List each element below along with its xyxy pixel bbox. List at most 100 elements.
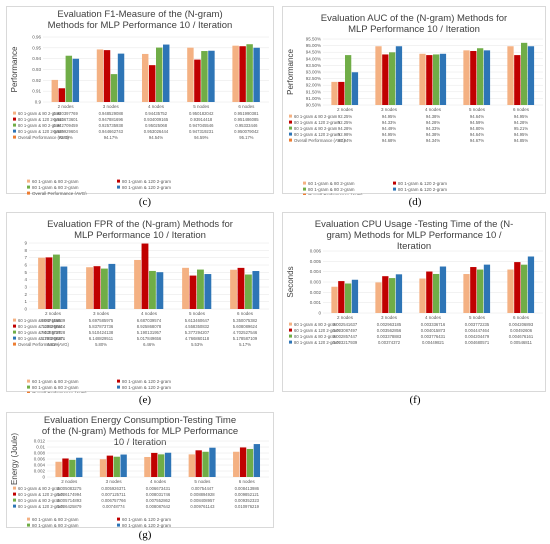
table-cell: 0.007552862 — [146, 498, 171, 503]
bar — [202, 451, 209, 477]
legend-label: 80 1-gram & 80 2-gram — [32, 523, 79, 528]
chart-svg: 90.50% 91.00% 91.50%92.00% 92.50%93.00% 93.5… — [286, 37, 543, 195]
table-series-name: Overall Performance (AVG) — [18, 342, 69, 347]
bar — [483, 50, 491, 105]
y-tick-label: 92.00% — [306, 83, 321, 88]
y-tick-label: 0.001 — [310, 300, 322, 305]
bar — [433, 54, 440, 105]
y-tick-label: 0.006 — [310, 249, 322, 254]
bar — [103, 50, 111, 102]
bar — [331, 81, 338, 105]
table-cell: 0.00449821 — [422, 340, 445, 345]
legend-label: Overall Performance (AVG) — [32, 391, 87, 393]
table-cell: 0.95025068 — [145, 123, 168, 128]
legend-swatch — [27, 391, 30, 393]
bar — [477, 48, 484, 105]
table-series-name: 80 1-gram & 120 2-gram — [294, 132, 340, 137]
bar — [338, 81, 345, 105]
y-tick-label: 0.005 — [310, 259, 322, 264]
y-tick-label: 94.00% — [306, 56, 321, 61]
table-series-name: Overall Performance (AVG) — [18, 135, 69, 140]
bar — [195, 450, 202, 477]
table-series-name: 80 1-gram & 80 2-gram — [18, 330, 62, 335]
table-cell: 0.010976219 — [235, 504, 260, 509]
table-cell: 5.697585975 — [89, 318, 114, 323]
legend-swatch — [303, 193, 306, 195]
table-cell: 0.951990381 — [234, 111, 259, 116]
y-tick-label: 0.94 — [32, 56, 41, 61]
y-tick-label: 8 — [24, 248, 27, 253]
x-tick-label: 4 nodes — [425, 107, 442, 112]
table-legend-key — [289, 132, 292, 136]
y-tick-label: 0.004 — [310, 269, 322, 274]
table-cell: 94.95% — [382, 132, 396, 137]
bar — [351, 72, 359, 105]
table-cell: 0.005926371 — [101, 486, 126, 491]
table-cell: 5.190131957 — [137, 330, 162, 335]
table-cell: 5.80% — [95, 342, 107, 347]
bar — [382, 54, 389, 105]
table-legend-key — [13, 324, 16, 328]
legend-swatch — [27, 385, 30, 389]
legend-swatch — [117, 179, 120, 183]
table-cell: 0.951486085 — [234, 117, 259, 122]
table-legend-key — [13, 117, 16, 121]
table-cell: 94.28% — [338, 126, 352, 131]
table-legend-key — [13, 135, 16, 139]
y-axis-label: Performance — [10, 46, 19, 92]
table-cell: 5.53% — [191, 342, 203, 347]
bar — [439, 266, 447, 313]
table-series-name: 60 1-gram & 80 2-gram — [294, 322, 338, 327]
table-series-name: 80 1-gram & 120 2-gram — [18, 504, 64, 509]
legend-label: 80 1-gram & 120 2-gram — [122, 379, 171, 384]
bar — [239, 46, 246, 102]
bar — [521, 264, 528, 313]
table-cell: 0.005083275 — [57, 486, 82, 491]
bar — [470, 267, 477, 313]
table-cell: 94.33% — [426, 126, 440, 131]
bar — [189, 275, 197, 309]
legend-swatch — [117, 385, 120, 389]
table-legend-key — [289, 120, 292, 124]
chart-panel-d: Evaluation AUC of the (N-gram) Methods f… — [282, 6, 546, 195]
bar — [477, 269, 484, 313]
table-cell: 0.009352323 — [235, 498, 260, 503]
table-cell: 5.608089624 — [233, 324, 258, 329]
bar — [521, 42, 528, 105]
table-legend-key — [13, 330, 16, 334]
bar — [45, 257, 53, 309]
table-cell: 0.004680571 — [465, 340, 490, 345]
table-cell: 0.00374372 — [378, 340, 401, 345]
table-cell: 94.17% — [104, 135, 118, 140]
legend-swatch — [27, 379, 30, 383]
bar — [252, 271, 260, 309]
bar — [163, 44, 170, 102]
table-cell: 94.28% — [426, 120, 440, 125]
bar — [53, 254, 60, 309]
x-tick-label: 4 nodes — [150, 479, 167, 484]
table-legend-key — [289, 138, 292, 142]
x-tick-label: 3 nodes — [103, 104, 120, 109]
bar — [345, 283, 352, 313]
bar — [237, 267, 245, 309]
table-legend-key — [289, 334, 292, 338]
table-legend-key — [13, 129, 16, 133]
legend-swatch — [303, 181, 306, 185]
y-tick-label: 9 — [24, 241, 27, 246]
table-cell: 6.46% — [143, 342, 155, 347]
table-cell: 0.944662743 — [99, 129, 124, 134]
bar — [507, 46, 514, 105]
table-cell: 0.95333446 — [235, 123, 258, 128]
chart-title: Evaluation CPU Usage -Testing Time of th… — [314, 219, 514, 252]
x-tick-label: 5 nodes — [189, 311, 206, 316]
subcaption-d: (d) — [408, 196, 422, 208]
table-cell: 0.948529088 — [99, 111, 124, 116]
x-tick-label: 3 nodes — [381, 107, 398, 112]
table-cell: 94.34% — [426, 138, 440, 143]
table-cell: 0.008408957 — [190, 498, 215, 503]
table-cell: 0.009852121 — [235, 492, 260, 497]
bar — [141, 243, 149, 309]
y-tick-label: 95.50% — [306, 37, 321, 42]
table-cell: 0.912673601 — [53, 117, 78, 122]
bar — [113, 456, 120, 477]
